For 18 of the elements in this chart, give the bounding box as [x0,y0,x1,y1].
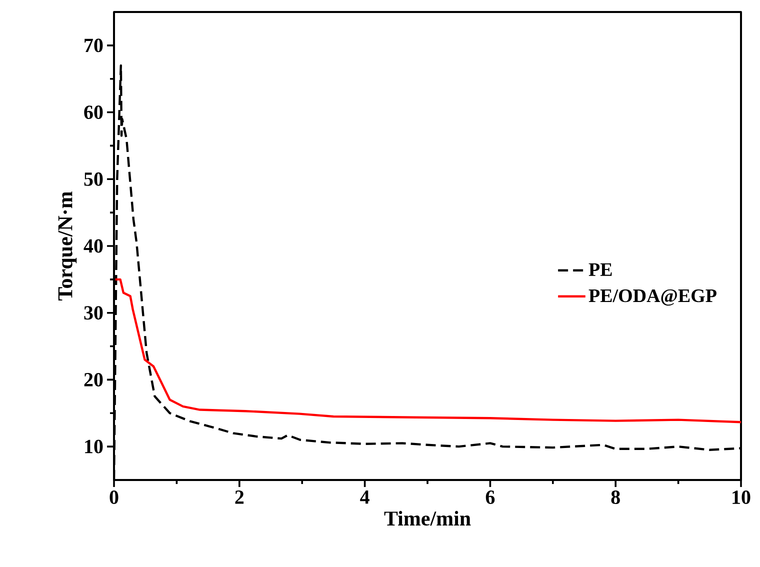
x-tick-label: 8 [611,490,620,504]
x-axis-title: Time/min [384,510,471,526]
line-series [114,278,741,424]
y-tick-label: 70 [84,38,103,52]
x-tick-label: 2 [235,490,244,504]
x-tick-label: 0 [110,490,118,504]
x-tick-label: 4 [360,490,370,504]
x-tick-label: 10 [732,490,750,504]
y-tick-label: 20 [84,372,103,386]
y-axis-title: Torque/N·m [58,191,77,301]
x-tick-label: 6 [486,490,495,504]
y-tick-label: 10 [85,440,103,454]
legend-label: PE/ODA@EGP [588,289,716,306]
y-tick-label: 40 [84,239,103,253]
y-tick-label: 60 [84,106,103,120]
y-tick-label: 50 [84,172,103,186]
legend-label: PE [588,263,612,276]
y-tick-label: 30 [84,306,103,320]
